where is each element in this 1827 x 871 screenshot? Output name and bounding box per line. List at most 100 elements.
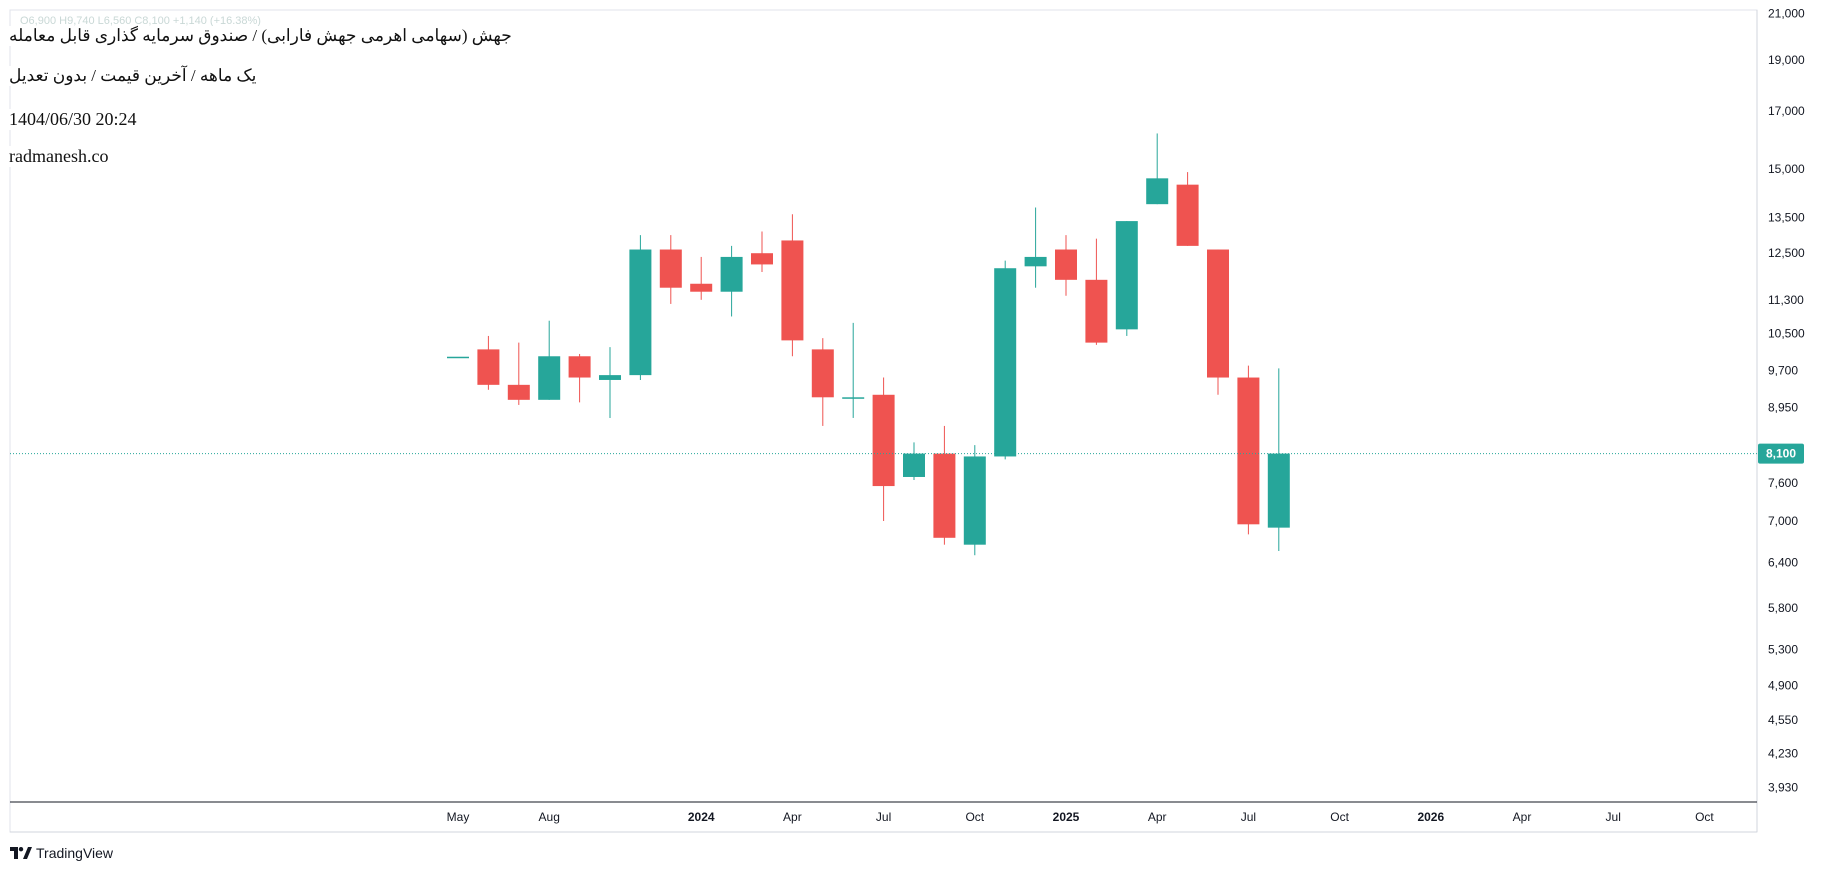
price-tick-label: 17,000	[1768, 104, 1805, 118]
candle-body	[1024, 256, 1047, 267]
price-tick-label: 9,700	[1768, 363, 1798, 377]
time-tick-label: Oct	[965, 810, 984, 824]
price-tick-label: 19,000	[1768, 53, 1805, 67]
candle-body	[1146, 178, 1169, 205]
candle-body	[1055, 249, 1077, 280]
candle	[1237, 365, 1260, 535]
last-price-badge	[1758, 443, 1804, 464]
candle-body	[599, 375, 621, 380]
candle	[568, 353, 591, 403]
time-tick-label: 2025	[1053, 810, 1080, 824]
time-tick-label: Apr	[1148, 810, 1167, 824]
candle-body	[781, 240, 804, 341]
candle-body	[1267, 453, 1290, 528]
candle	[507, 342, 530, 405]
price-tick-label: 4,230	[1768, 747, 1798, 761]
candle-body	[811, 349, 834, 398]
time-tick-label: Oct	[1695, 810, 1714, 824]
candle	[659, 235, 682, 304]
price-tick-label: 8,950	[1768, 401, 1798, 415]
candle	[538, 320, 561, 400]
candle-body	[538, 356, 561, 400]
candle	[599, 347, 621, 418]
candles-group	[447, 133, 1290, 556]
candle	[872, 377, 895, 521]
chart-title: جهش (سهامی اهرمی جهش فارابی) / صندوق سرم…	[9, 26, 514, 46]
time-tick-label: Jul	[1606, 810, 1621, 824]
price-tick-label: 5,800	[1768, 601, 1798, 615]
candle	[842, 322, 865, 418]
price-tick-label: 13,500	[1768, 211, 1805, 225]
time-tick-label: 2024	[688, 810, 715, 824]
candle-body	[842, 397, 865, 399]
time-tick-label: May	[447, 810, 470, 824]
candle-body	[507, 384, 530, 400]
price-tick-label: 15,000	[1768, 162, 1805, 176]
candle-body	[1237, 377, 1260, 525]
price-tick-label: 3,930	[1768, 781, 1798, 795]
candle-body	[963, 456, 986, 545]
price-tick-label: 5,300	[1768, 642, 1798, 656]
price-tick-label: 11,300	[1768, 293, 1804, 307]
price-tick-label: 4,550	[1768, 713, 1798, 727]
price-tick-label: 21,000	[1768, 7, 1805, 21]
tradingview-logo-icon	[10, 847, 32, 859]
price-tick-label: 10,500	[1768, 327, 1805, 341]
site-watermark: radmanesh.co	[9, 146, 109, 167]
time-tick-label: Jul	[1241, 810, 1256, 824]
candle	[1085, 238, 1108, 345]
candle	[1146, 133, 1169, 205]
time-tick-label: Apr	[1513, 810, 1532, 824]
candle	[1207, 249, 1229, 395]
candle-body	[447, 356, 469, 359]
candle-body	[1176, 184, 1199, 246]
last-price-line-group: 8,100	[10, 443, 1804, 464]
candle-body	[690, 283, 713, 292]
candle-body	[659, 249, 682, 288]
candle-body	[1115, 221, 1138, 330]
time-tick-label: Apr	[783, 810, 802, 824]
candle	[629, 235, 652, 380]
time-tick-label: Oct	[1330, 810, 1349, 824]
candle-body	[568, 356, 591, 378]
chart-subtitle: یک ماهه / آخرین قیمت / بدون تعدیل	[9, 66, 257, 86]
candle	[477, 335, 500, 390]
ohlc-legend: O6,900 H9,740 L6,560 C8,100 +1,140 (+16.…	[20, 15, 261, 27]
candle	[933, 425, 956, 545]
price-tick-label: 4,900	[1768, 679, 1798, 693]
candle-body	[872, 394, 895, 487]
candle	[720, 245, 743, 317]
price-tick-label: 12,500	[1768, 246, 1805, 260]
candle-body	[933, 453, 956, 538]
candle	[690, 256, 713, 300]
time-tick-label: 2026	[1417, 810, 1444, 824]
candle	[1267, 368, 1290, 551]
price-axis[interactable]: 21,000 19,000 17,000 15,000 13,500 12,500 11,3…	[1768, 7, 1805, 795]
candle	[903, 442, 925, 480]
price-tick-label: 7,600	[1768, 476, 1798, 490]
last-price-label: 8,100	[1766, 447, 1796, 461]
candle	[963, 445, 986, 556]
candle	[811, 338, 834, 426]
time-axis[interactable]: May Aug 2024 Apr Jul Oct 2025 Apr Jul Oct 2026 Apr J…	[447, 810, 1715, 824]
candle	[1055, 235, 1077, 296]
candle-body	[720, 256, 743, 292]
candle	[1024, 207, 1047, 288]
candle	[447, 356, 469, 359]
candle-body	[1085, 279, 1108, 343]
brand-label: TradingView	[36, 845, 114, 861]
tradingview-brand[interactable]: TradingView	[10, 845, 113, 861]
time-tick-label: Jul	[876, 810, 891, 824]
candle	[751, 231, 773, 273]
price-tick-label: 6,400	[1768, 555, 1798, 569]
time-tick-label: Aug	[539, 810, 560, 824]
candle-body	[751, 253, 773, 265]
candle-body	[994, 268, 1017, 457]
candle	[994, 260, 1017, 460]
candle	[1115, 221, 1138, 336]
candle	[781, 214, 804, 357]
candle-body	[903, 453, 925, 477]
candle	[1176, 172, 1199, 246]
chart-datetime: 1404/06/30 20:24	[9, 109, 137, 130]
